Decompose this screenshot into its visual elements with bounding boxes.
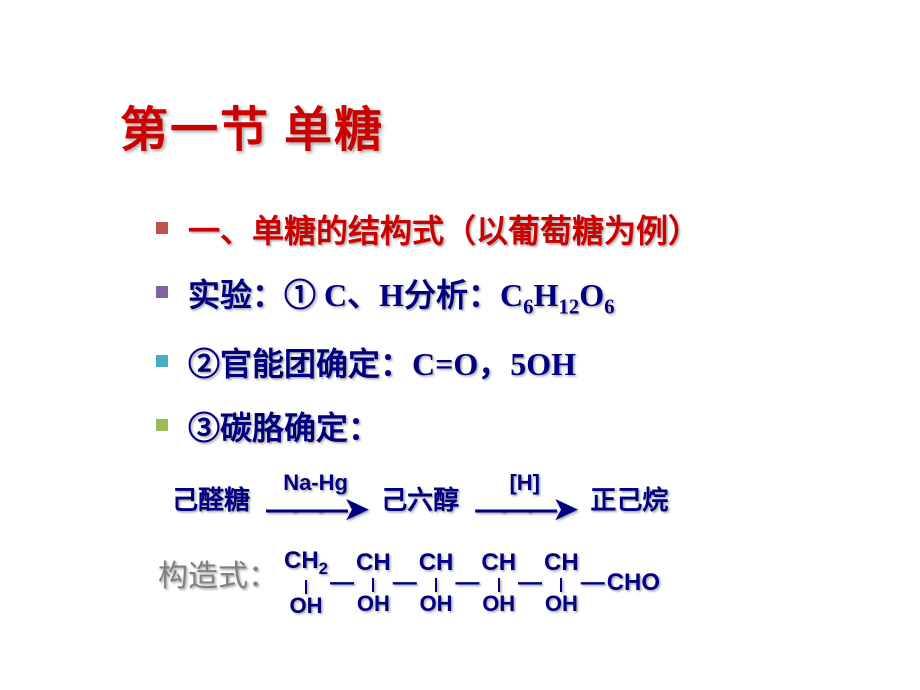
text-part: 实验：① C、H分析：C <box>188 277 523 313</box>
subscript: 2 <box>319 559 328 578</box>
carbon-chain: CH2 OH — CH OH — CH OH — C <box>284 549 660 618</box>
bullet-text: ②官能团确定：C=O，5OH <box>188 341 576 387</box>
text-part: H <box>534 277 559 313</box>
reaction-arrow-1: Na-Hg ———➤ <box>266 470 365 527</box>
subscript: 6 <box>604 296 614 319</box>
atom-label: CHO <box>607 571 660 595</box>
slide: 第一节 单糖 一、单糖的结构式（以葡萄糖为例） 实验：① C、H分析：C6H12… <box>0 0 920 690</box>
oh-label: OH <box>420 593 453 615</box>
chain-unit: CH OH <box>356 551 391 615</box>
chain-unit: CH OH <box>544 551 579 615</box>
atom-label: CH <box>481 551 516 575</box>
bullet-text: 一、单糖的结构式（以葡萄糖为例） <box>188 208 700 254</box>
atom-label: CH <box>544 551 579 575</box>
chain-unit: CH2 OH <box>284 549 328 618</box>
bullet-item-2: 实验：① C、H分析：C6H12O6 <box>156 272 920 323</box>
bullet-icon <box>156 419 168 431</box>
bond-vertical-icon <box>372 578 374 592</box>
bond-horizontal-icon: — <box>393 569 417 597</box>
bullet-icon <box>156 355 168 367</box>
bond-vertical-icon <box>498 578 500 592</box>
reaction-scheme: 己醛糖 Na-Hg ———➤ 己六醇 [H] ———➤ 正己烷 <box>166 470 920 527</box>
structural-formula-row: 构造式： CH2 OH — CH OH — CH OH <box>158 549 920 618</box>
bond-vertical-icon <box>560 578 562 592</box>
bullet-text: 实验：① C、H分析：C6H12O6 <box>188 272 615 323</box>
bullet-item-4: ③碳胳确定： <box>156 405 920 451</box>
arrow-icon: ———➤ <box>475 492 574 527</box>
arrow-icon: ———➤ <box>266 492 365 527</box>
reaction-term: 己六醇 <box>381 480 459 517</box>
oh-label: OH <box>545 593 578 615</box>
atom-label: CH <box>419 551 454 575</box>
reaction-term: 正己烷 <box>590 480 668 517</box>
chain-unit: CHO <box>607 571 660 595</box>
struct-label: 构造式： <box>158 551 278 595</box>
subscript: 12 <box>558 296 579 319</box>
bond-horizontal-icon: — <box>455 569 479 597</box>
reaction-term: 己醛糖 <box>172 480 250 517</box>
atom-label: CH2 <box>284 549 328 578</box>
bond-vertical-icon <box>435 578 437 592</box>
oh-label: OH <box>482 593 515 615</box>
bullet-text: ③碳胳确定： <box>188 405 380 451</box>
bullet-icon <box>156 222 168 234</box>
bullet-item-3: ②官能团确定：C=O，5OH <box>156 341 920 387</box>
bullet-icon <box>156 286 168 298</box>
chain-unit: CH OH <box>419 551 454 615</box>
chain-unit: CH OH <box>481 551 516 615</box>
bond-horizontal-icon: — <box>518 569 542 597</box>
atom-text: CH <box>284 547 319 574</box>
bullet-item-1: 一、单糖的结构式（以葡萄糖为例） <box>156 208 920 254</box>
oh-label: OH <box>357 593 390 615</box>
slide-title: 第一节 单糖 <box>120 90 920 160</box>
bond-horizontal-icon: — <box>581 569 605 597</box>
bond-vertical-icon <box>305 580 307 594</box>
oh-label: OH <box>290 595 323 617</box>
structural-formula: CH2 OH — CH OH — CH OH — C <box>284 549 660 618</box>
text-part: O <box>579 277 604 313</box>
bullet-list: 一、单糖的结构式（以葡萄糖为例） 实验：① C、H分析：C6H12O6 ②官能团… <box>120 208 920 452</box>
bond-horizontal-icon: — <box>330 569 354 597</box>
atom-label: CH <box>356 551 391 575</box>
subscript: 6 <box>523 296 533 319</box>
reaction-arrow-2: [H] ———➤ <box>475 470 574 527</box>
